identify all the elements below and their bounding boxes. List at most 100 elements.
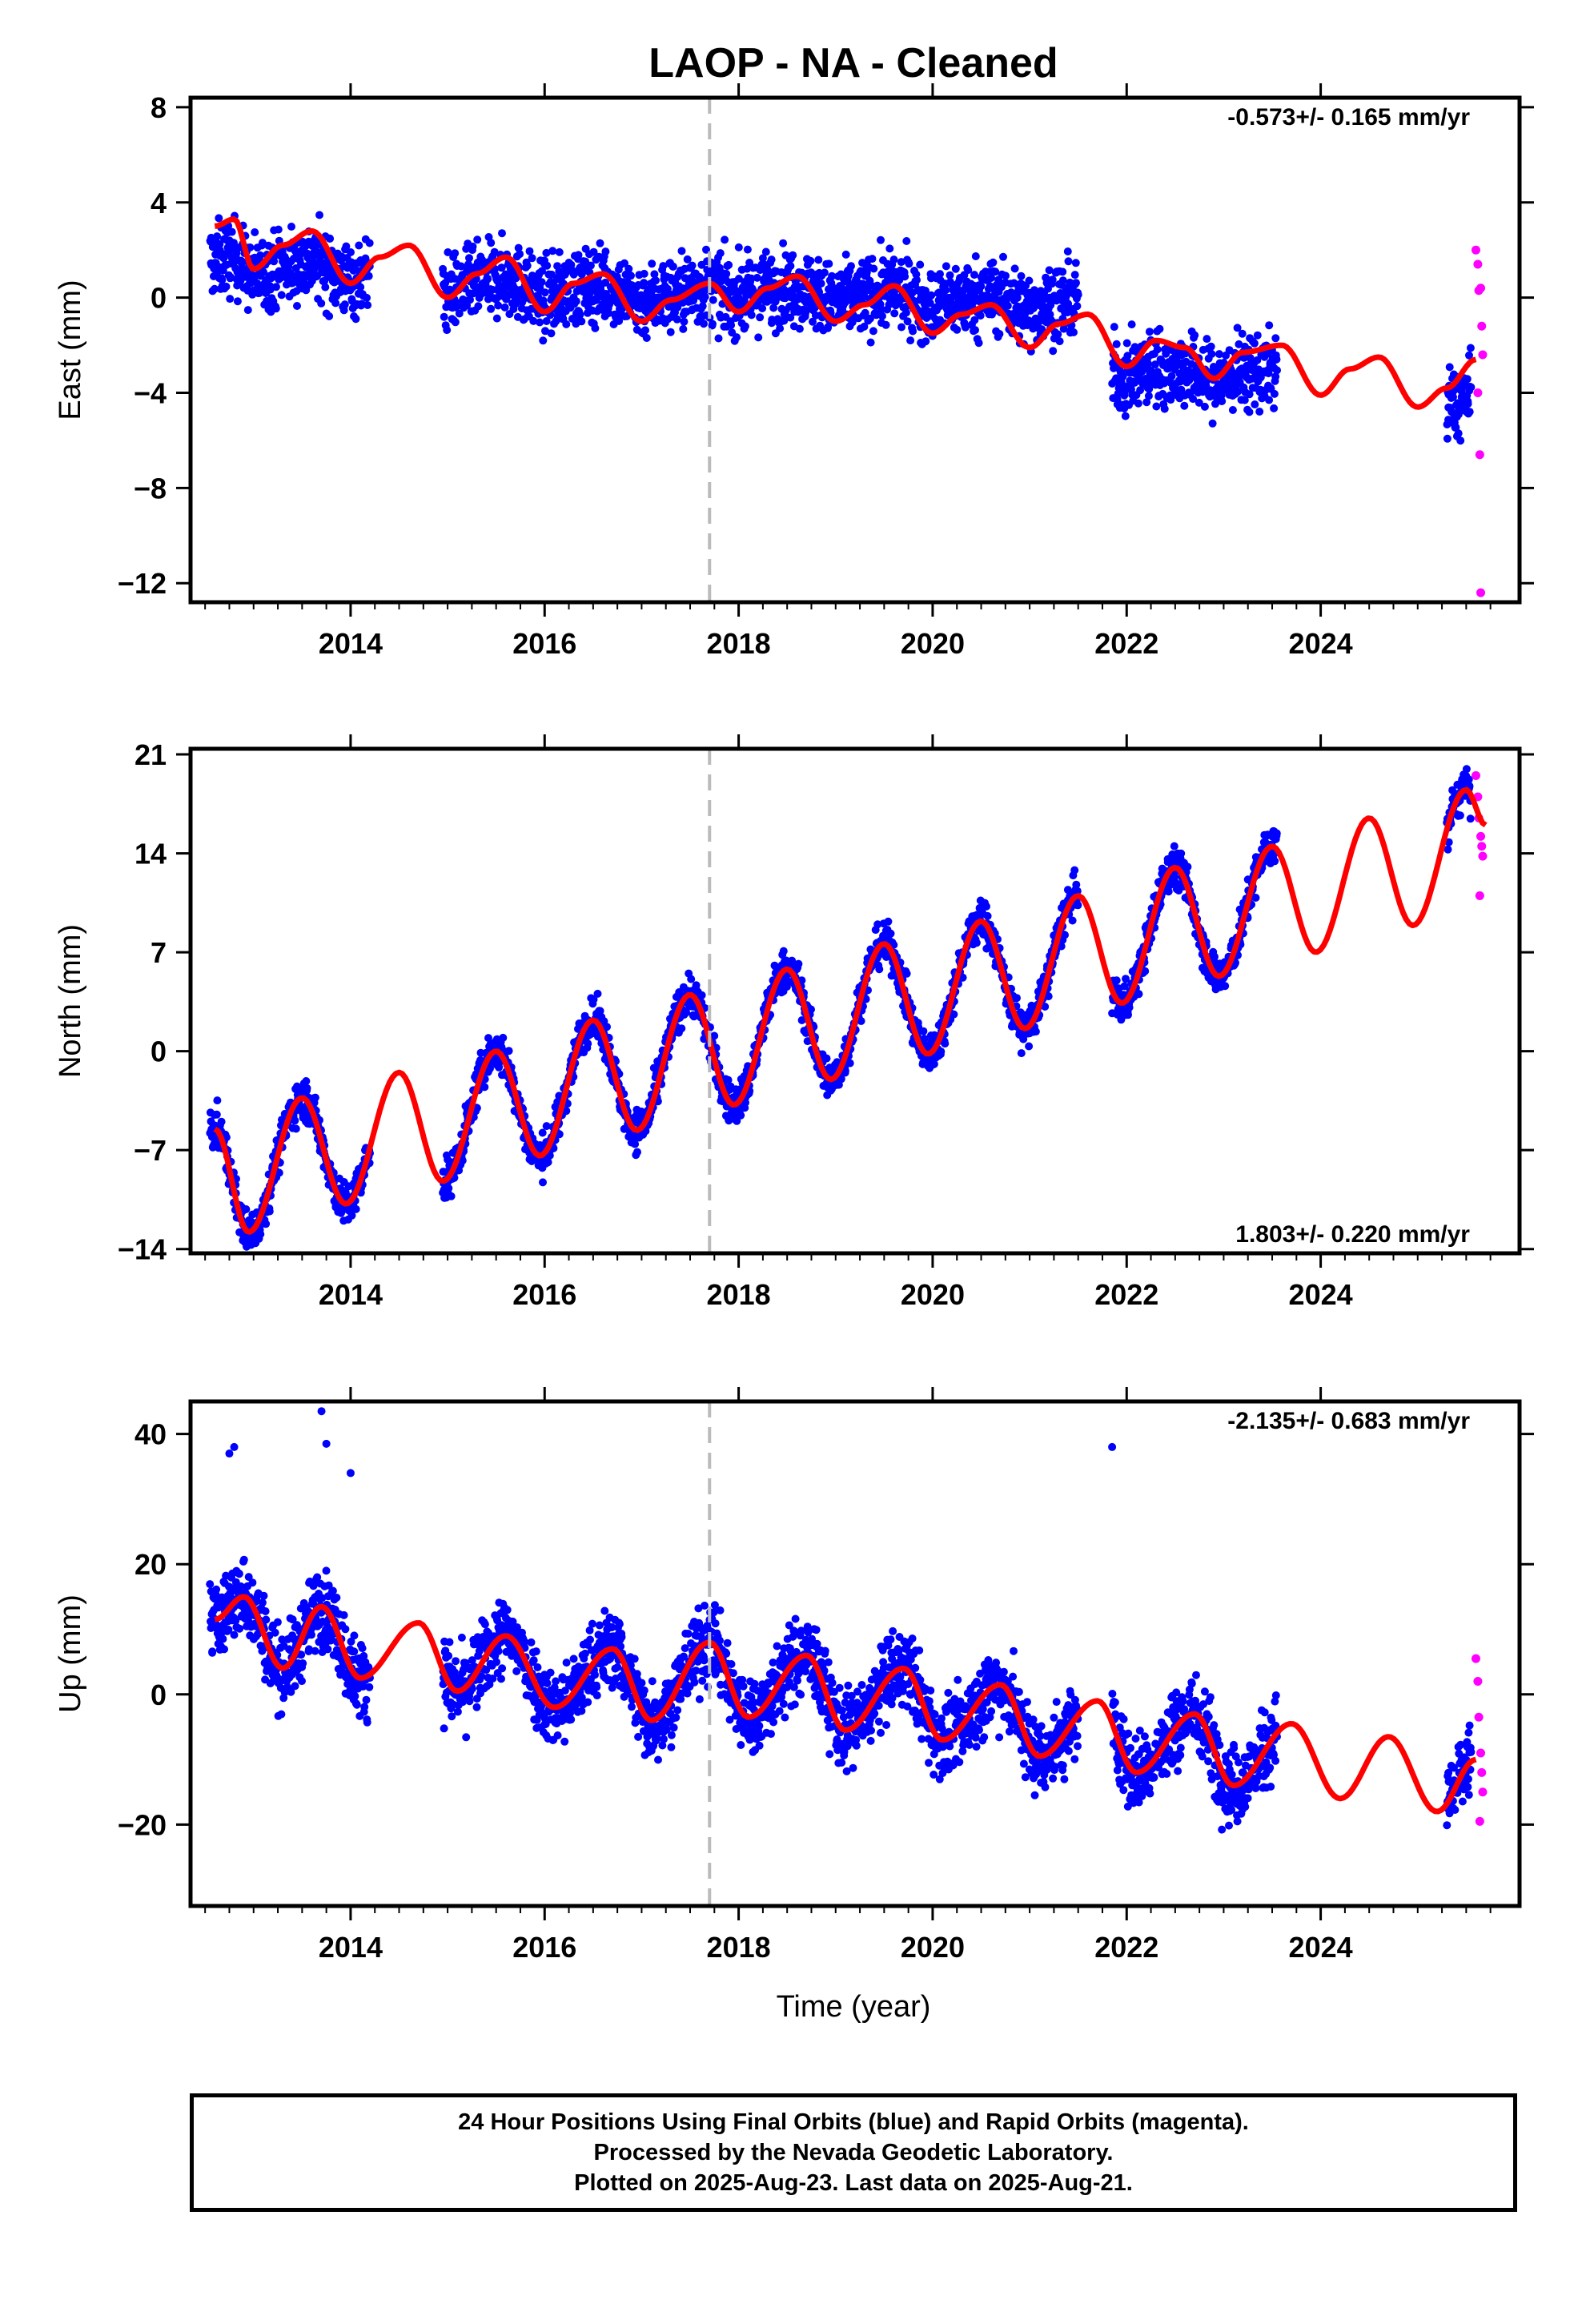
data-point [447, 1192, 456, 1200]
rapid-point [1478, 350, 1488, 360]
x-tick-label: 2014 [319, 627, 383, 660]
y-tick-label: 0 [151, 282, 167, 315]
data-point [927, 291, 936, 300]
data-point [1245, 408, 1254, 416]
data-point [845, 1059, 854, 1068]
data-point [363, 301, 372, 309]
data-point [754, 333, 763, 342]
data-point [837, 1075, 845, 1084]
data-point [725, 260, 733, 269]
rate-label: -0.573+/- 0.165 mm/yr [1227, 104, 1470, 131]
data-point [1144, 360, 1152, 368]
data-point [365, 239, 374, 247]
data-point [242, 1205, 251, 1213]
data-point [1141, 967, 1150, 975]
data-point [500, 303, 509, 312]
data-point [217, 1117, 226, 1126]
data-point [494, 301, 503, 310]
data-point [652, 276, 660, 285]
data-point [1162, 349, 1170, 358]
data-point [262, 1220, 271, 1228]
data-point [857, 1017, 865, 1025]
data-point [465, 254, 473, 263]
data-point [920, 1035, 929, 1043]
data-point [815, 287, 824, 296]
data-point [444, 248, 452, 256]
data-point [1164, 887, 1173, 896]
data-point [901, 272, 909, 281]
data-point [951, 264, 960, 273]
data-point [714, 334, 723, 343]
data-point [1265, 321, 1274, 330]
data-point [311, 1093, 319, 1102]
data-point [995, 330, 1004, 338]
data-point [741, 1098, 749, 1107]
data-point [589, 247, 598, 256]
x-tick-label: 2022 [1094, 627, 1158, 660]
data-point [970, 271, 978, 279]
data-point [495, 1063, 504, 1072]
data-point [1054, 330, 1062, 339]
data-point [1250, 339, 1259, 348]
data-point [1255, 408, 1264, 416]
data-point [640, 279, 648, 287]
data-point [540, 288, 549, 297]
data-point [902, 969, 911, 978]
data-point [1253, 331, 1262, 340]
data-point [1200, 402, 1209, 411]
data-point [1041, 1003, 1050, 1011]
data-point [340, 300, 349, 309]
data-point [1044, 992, 1053, 1001]
data-point [692, 981, 701, 990]
data-point [958, 973, 967, 982]
data-point [473, 235, 482, 244]
data-point [325, 312, 334, 320]
data-point [574, 251, 583, 259]
data-point [779, 947, 788, 955]
y-tick-label: 8 [151, 91, 167, 124]
data-point [472, 1104, 481, 1112]
data-point [1064, 300, 1073, 308]
data-point [906, 336, 915, 345]
data-point [317, 299, 326, 308]
data-point [1253, 356, 1262, 364]
data-point [1121, 412, 1130, 420]
data-point [541, 327, 549, 336]
data-point [287, 223, 295, 231]
data-point [991, 267, 1000, 276]
data-point [355, 241, 363, 250]
data-point [916, 260, 925, 269]
data-point [443, 326, 452, 335]
data-point [1010, 264, 1019, 273]
data-point [868, 255, 877, 263]
chart-title: LAOP - NA - Cleaned [648, 40, 1058, 86]
data-point [820, 268, 829, 277]
data-point [1017, 1049, 1026, 1058]
data-point [648, 259, 656, 268]
data-point [999, 252, 1007, 261]
data-point [1273, 366, 1281, 375]
data-point [542, 317, 551, 325]
data-point [256, 251, 265, 259]
data-point [1238, 329, 1247, 338]
data-point [1145, 328, 1154, 336]
data-point [592, 296, 600, 304]
data-point [902, 237, 911, 245]
rapid-point [1473, 388, 1483, 397]
data-point [1073, 302, 1082, 311]
data-point [523, 261, 532, 270]
data-point [1245, 390, 1254, 399]
data-point [921, 337, 930, 346]
data-point [860, 322, 869, 331]
data-point [504, 1047, 513, 1055]
data-point [1203, 335, 1211, 344]
data-point [873, 920, 882, 929]
data-point [529, 316, 538, 325]
data-point [633, 1148, 641, 1156]
data-point [1233, 324, 1242, 332]
data-point [881, 320, 890, 329]
data-point [321, 283, 330, 292]
data-point [1057, 942, 1066, 951]
data-point [516, 250, 524, 259]
data-point [1228, 406, 1237, 414]
